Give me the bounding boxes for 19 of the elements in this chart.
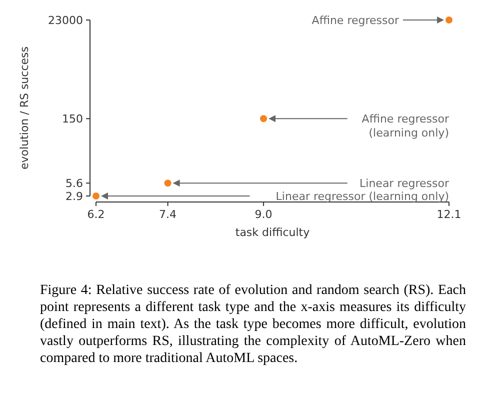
annotation: Linear regressor <box>360 177 450 190</box>
point <box>260 115 268 122</box>
annotation: Linear regressor (learning only) <box>276 190 449 203</box>
x-tick-label: 12.1 <box>436 208 462 221</box>
x-axis-title: task difficulty <box>235 226 310 239</box>
annotation: Affine regressor (learning only) <box>362 112 450 140</box>
annotation: Affine regressor <box>312 14 400 27</box>
y-tick-label: 2.9 <box>66 190 83 203</box>
y-tick-label: 23000 <box>48 14 83 27</box>
x-tick-label: 9.0 <box>254 208 272 221</box>
x-tick-label: 7.4 <box>159 208 177 221</box>
point <box>164 180 172 187</box>
y-axis-title: evolution / RS success <box>18 46 31 170</box>
x-tick-label: 6.2 <box>87 208 105 221</box>
point <box>446 16 452 24</box>
y-tick-label: 150 <box>62 112 83 126</box>
point <box>92 192 100 200</box>
y-tick-label: 5.6 <box>66 176 83 190</box>
caption: Figure 4: Relative success rate of evolution and random search (RS). Each point represents a different task type and the x-axis measures its difficulty (defined in main text). As the task type becomes more difficult, evolution vastly outperforms RS, illustrating the complexity of AutoML-Zero when compared to more traditional AutoML spaces. <box>40 282 466 367</box>
